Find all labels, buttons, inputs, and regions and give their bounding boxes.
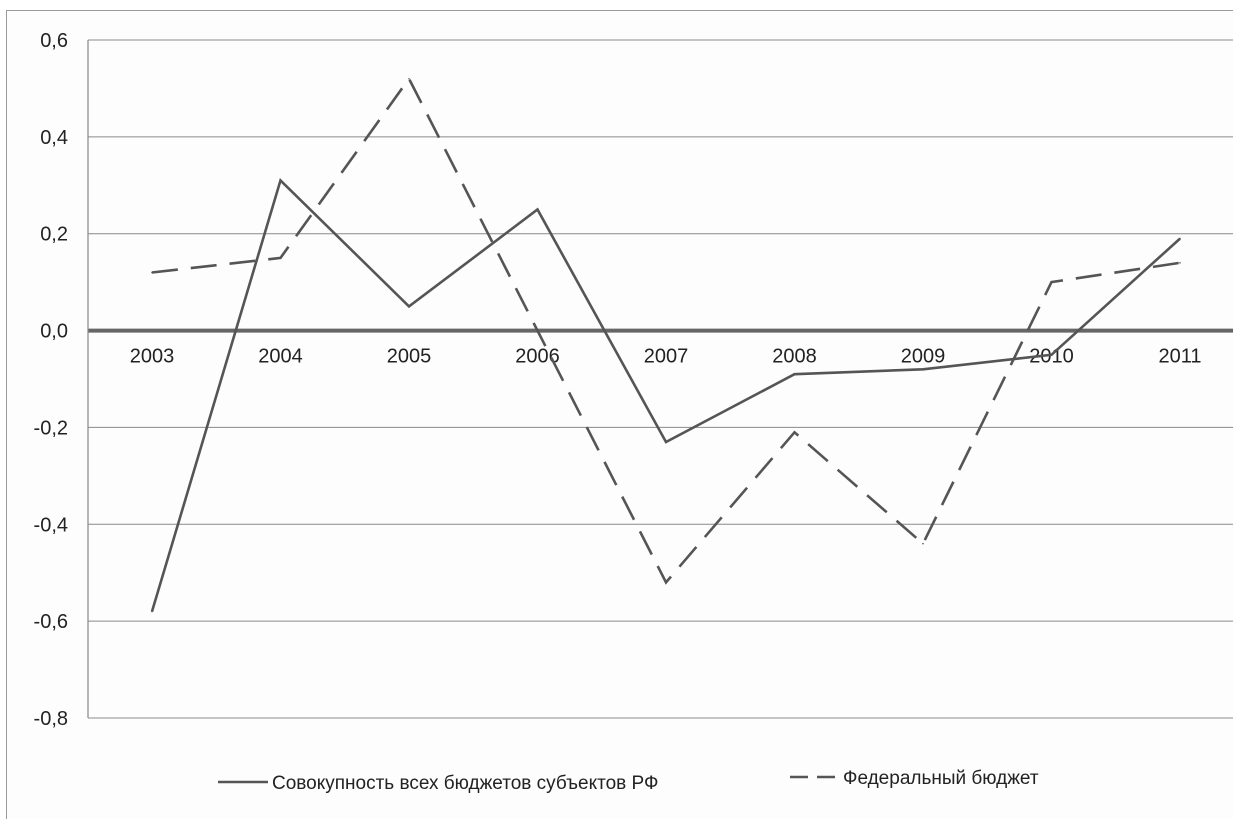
data-point (408, 77, 410, 80)
data-point (1050, 281, 1053, 283)
x-tick-label: 2005 (387, 346, 432, 368)
y-tick-label: -0,8 (34, 708, 68, 730)
y-tick-label: -0,6 (34, 611, 68, 633)
data-point (1179, 237, 1181, 240)
grid-layer (88, 39, 1233, 719)
data-point (279, 179, 282, 182)
y-tick-label: -0,4 (34, 514, 68, 536)
x-tick-label: 2006 (515, 346, 560, 368)
y-tick-label: -0,2 (34, 417, 68, 439)
data-point (665, 581, 667, 584)
y-tick-label: 0,0 (40, 321, 68, 343)
x-tick-label: 2003 (130, 346, 175, 368)
data-point (793, 431, 796, 434)
data-point (279, 257, 282, 259)
data-point (793, 373, 796, 375)
legend-label-regional-budgets: Совокупность всех бюджетов субъектов РФ (272, 773, 658, 794)
data-point (408, 305, 410, 308)
y-tick-label: 0,4 (40, 127, 68, 149)
x-tick-label: 2008 (772, 346, 817, 368)
data-point (1179, 261, 1181, 264)
legend: Совокупность всех бюджетов субъектов РФ … (218, 768, 1039, 794)
data-point (536, 208, 539, 211)
y-tick-label: 0,6 (40, 30, 68, 52)
x-tick-label: 2010 (1029, 346, 1074, 368)
y-tick-labels: 0,6 0,4 0,2 0,0 -0,2 -0,4 -0,6 -0,8 (34, 30, 68, 730)
data-point (922, 368, 924, 371)
x-tick-label: 2009 (901, 346, 946, 368)
data-point (1050, 353, 1053, 356)
data-point (665, 441, 667, 443)
y-tick-label: 0,2 (40, 224, 68, 246)
x-tick-label: 2007 (644, 346, 689, 368)
series-layer (150, 76, 1181, 613)
legend-label-federal-budget: Федеральный бюджет (843, 768, 1039, 789)
data-point (922, 542, 924, 545)
data-point (151, 610, 153, 613)
series-line-regional-budgets (150, 177, 1181, 612)
x-tick-label: 2004 (258, 346, 303, 368)
x-tick-label: 2011 (1158, 346, 1201, 368)
x-tick-labels: 2003 2004 2005 2006 2007 2008 2009 2010 … (130, 346, 1202, 368)
data-point (536, 329, 539, 332)
data-point (151, 271, 153, 274)
